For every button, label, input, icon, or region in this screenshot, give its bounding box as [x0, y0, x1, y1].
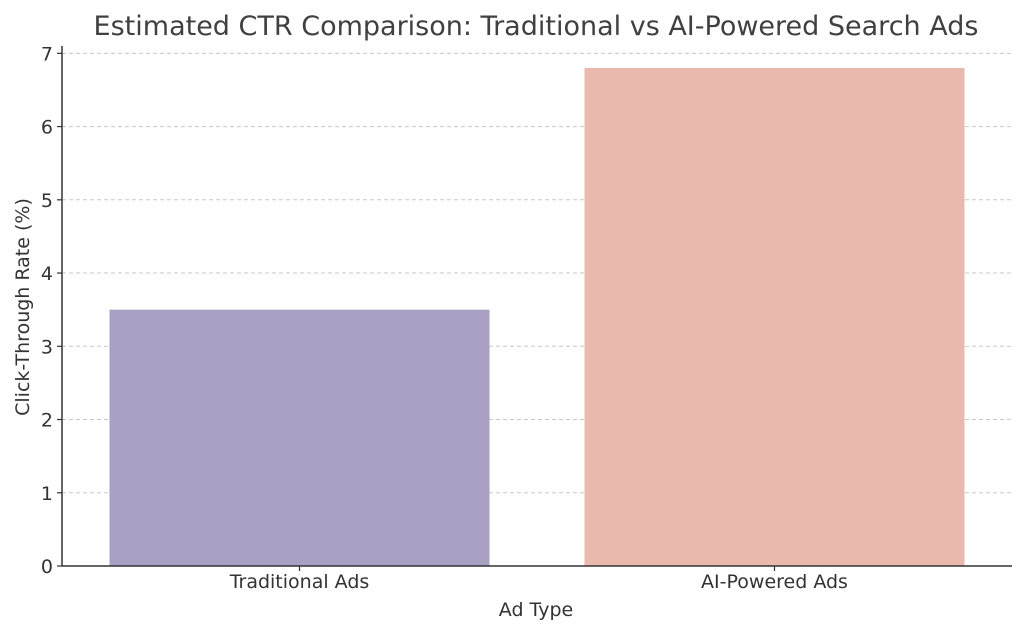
x-axis-label: Ad Type	[499, 599, 573, 621]
y-tick-label: 2	[41, 410, 53, 432]
y-tick-label: 5	[41, 190, 53, 212]
x-axis-ticks: Traditional Ads AI-Powered Ads	[229, 566, 848, 593]
x-tick-label: Traditional Ads	[229, 571, 370, 593]
y-tick-label: 7	[41, 43, 53, 65]
y-axis-ticks: 0 1 2 3 4 5 6 7	[41, 43, 62, 578]
y-tick-label: 4	[41, 263, 53, 285]
y-axis-label: Click-Through Rate (%)	[12, 198, 34, 416]
chart-title: Estimated CTR Comparison: Traditional vs…	[94, 11, 979, 42]
y-tick-label: 3	[41, 336, 53, 358]
bars	[109, 67, 965, 566]
x-tick-label: AI-Powered Ads	[701, 571, 848, 593]
bar-ai-powered-ads	[584, 67, 965, 566]
bar-traditional-ads	[109, 309, 490, 566]
y-tick-label: 0	[41, 556, 53, 578]
y-tick-label: 6	[41, 117, 53, 139]
y-tick-label: 1	[41, 483, 53, 505]
